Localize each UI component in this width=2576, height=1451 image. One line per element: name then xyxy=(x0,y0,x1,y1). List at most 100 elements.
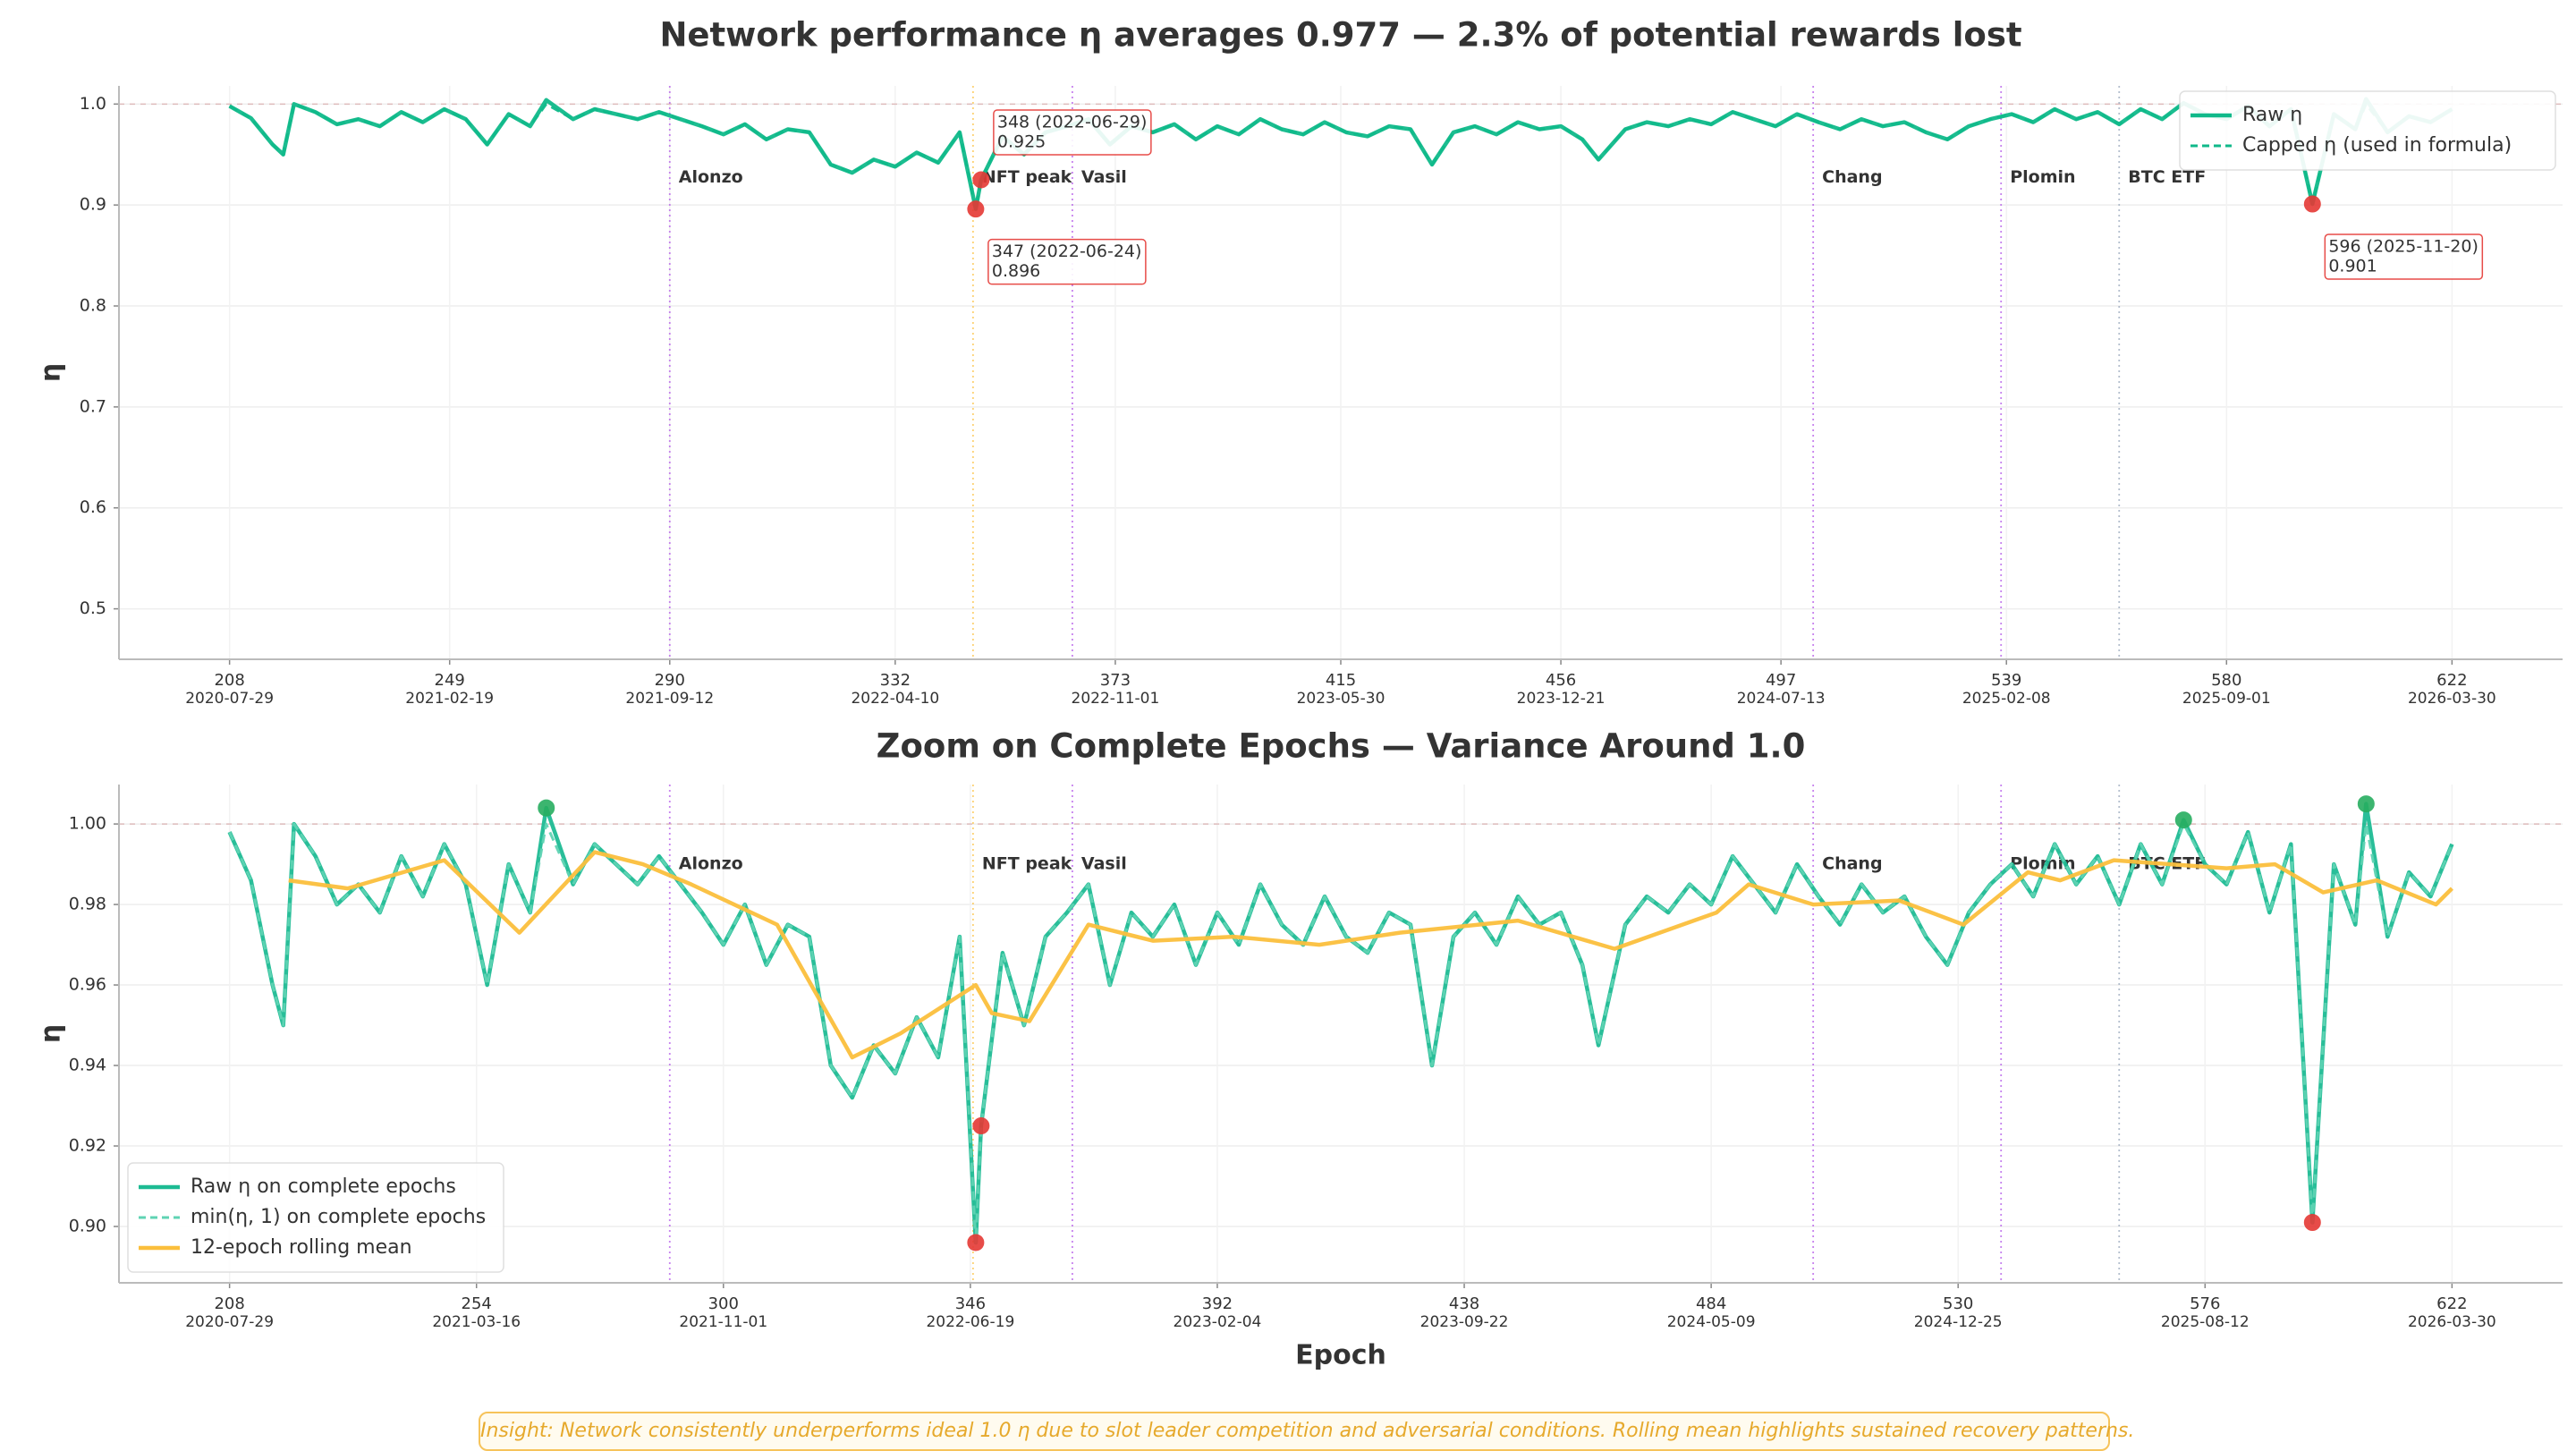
x-tick-date: 2023-05-30 xyxy=(1297,690,1385,708)
event-label: Plomin xyxy=(2010,854,2075,874)
x-tick-date: 2025-09-01 xyxy=(2182,690,2271,708)
y-tick-label: 0.98 xyxy=(69,895,106,914)
x-tick-label: 392 xyxy=(1202,1294,1233,1313)
legend-label: Capped η (used in formula) xyxy=(2242,134,2512,157)
chart-title: Network performance η averages 0.977 — 2… xyxy=(659,16,2021,55)
event-label: Alonzo xyxy=(679,167,743,187)
legend-box xyxy=(2179,90,2556,171)
y-tick-label: 0.9 xyxy=(80,195,106,215)
y-tick-label: 0.94 xyxy=(69,1056,106,1075)
x-tick-label: 576 xyxy=(2190,1294,2220,1313)
y-axis-label: η xyxy=(36,363,67,382)
y-tick-label: 0.96 xyxy=(69,975,106,995)
chart-title: Zoom on Complete Epochs — Variance Aroun… xyxy=(877,727,1806,766)
event-label: Chang xyxy=(1822,854,1882,874)
event-label: Vasil xyxy=(1081,167,1127,187)
legend-label: Raw η on complete epochs xyxy=(191,1175,456,1198)
event-label: Vasil xyxy=(1081,854,1127,874)
x-tick-date: 2021-09-12 xyxy=(625,690,714,708)
y-tick-label: 0.90 xyxy=(69,1217,106,1236)
x-tick-label: 208 xyxy=(214,1294,244,1313)
annotation-box xyxy=(2324,233,2484,280)
x-tick-label: 622 xyxy=(2436,1294,2467,1313)
x-tick-label: 346 xyxy=(955,1294,986,1313)
x-tick-label: 249 xyxy=(435,671,465,690)
y-tick-label: 1.0 xyxy=(80,94,106,114)
highlight-point xyxy=(2303,1214,2321,1232)
y-tick-label: 0.5 xyxy=(80,598,106,618)
x-tick-label: 622 xyxy=(2436,671,2467,690)
x-tick-date: 2024-12-25 xyxy=(1914,1313,2003,1331)
event-label: Alonzo xyxy=(679,854,743,874)
legend-label: Raw η xyxy=(2242,104,2302,126)
highlight-point xyxy=(972,1117,990,1135)
x-axis-label: Epoch xyxy=(1295,1340,1386,1371)
annotation-value: 0.925 xyxy=(997,132,1046,151)
annotation: 596 (2025-11-20)0.901 xyxy=(2324,233,2484,280)
event-label: Plomin xyxy=(2010,167,2075,187)
x-tick-label: 415 xyxy=(1326,671,1356,690)
x-tick-date: 2023-12-21 xyxy=(1517,690,1606,708)
highlight-point xyxy=(2357,795,2375,813)
x-tick-date: 2020-07-29 xyxy=(185,690,274,708)
x-tick-date: 2022-11-01 xyxy=(1072,690,1160,708)
legend: Raw η Capped η (used in formula) xyxy=(2179,90,2556,171)
legend: Raw η on complete epochs min(η, 1) on com… xyxy=(127,1162,504,1273)
x-tick-label: 484 xyxy=(1696,1294,1726,1313)
annotation-label: 596 (2025-11-20) xyxy=(2328,237,2479,257)
x-tick-date: 2024-07-13 xyxy=(1737,690,1826,708)
x-tick-date: 2024-05-09 xyxy=(1667,1313,1756,1331)
annotation-value: 0.901 xyxy=(2328,257,2377,276)
annotation-label: 347 (2022-06-24) xyxy=(992,242,1142,261)
x-tick-date: 2023-02-04 xyxy=(1174,1313,1262,1331)
x-tick-label: 456 xyxy=(1546,671,1576,690)
annotation-label: 348 (2022-06-29) xyxy=(997,112,1148,132)
x-tick-label: 438 xyxy=(1449,1294,1479,1313)
highlight-point xyxy=(967,1234,985,1252)
y-tick-label: 0.7 xyxy=(80,396,106,416)
series-line xyxy=(228,102,2453,211)
highlight-point xyxy=(2303,195,2321,213)
event-label: BTC ETF xyxy=(2128,167,2206,187)
y-tick-label: 1.00 xyxy=(69,814,106,834)
x-tick-date: 2021-03-16 xyxy=(432,1313,521,1331)
event-label: NFT peak xyxy=(982,854,1072,874)
x-tick-label: 290 xyxy=(655,671,685,690)
x-tick-date: 2022-06-19 xyxy=(926,1313,1014,1331)
x-tick-date: 2025-02-08 xyxy=(1962,690,2051,708)
event-label: Chang xyxy=(1822,167,1882,187)
x-tick-label: 208 xyxy=(214,671,244,690)
x-tick-label: 539 xyxy=(1991,671,2021,690)
annotation-box xyxy=(993,109,1152,156)
x-tick-date: 2026-03-30 xyxy=(2408,1313,2496,1331)
y-axis-label: η xyxy=(36,1024,67,1043)
series-line xyxy=(288,850,2453,1060)
x-tick-label: 530 xyxy=(1943,1294,1973,1313)
highlight-point xyxy=(538,799,555,817)
highlight-point xyxy=(967,200,985,218)
x-tick-label: 580 xyxy=(2211,671,2241,690)
x-tick-date: 2026-03-30 xyxy=(2408,690,2496,708)
x-tick-label: 254 xyxy=(462,1294,492,1313)
event-label: NFT peak xyxy=(982,167,1072,187)
annotation-value: 0.896 xyxy=(992,261,1040,281)
y-tick-label: 0.92 xyxy=(69,1136,106,1156)
x-tick-label: 300 xyxy=(708,1294,739,1313)
x-tick-date: 2020-07-29 xyxy=(185,1313,274,1331)
y-tick-label: 0.6 xyxy=(80,497,106,517)
legend-label: 12-epoch rolling mean xyxy=(191,1236,412,1259)
x-tick-label: 373 xyxy=(1100,671,1131,690)
x-tick-date: 2025-08-12 xyxy=(2161,1313,2250,1331)
annotation: 348 (2022-06-29)0.925 xyxy=(993,109,1152,156)
x-tick-date: 2022-04-10 xyxy=(851,690,939,708)
annotation-box xyxy=(987,238,1147,285)
x-tick-date: 2021-02-19 xyxy=(405,690,494,708)
legend-label: min(η, 1) on complete epochs xyxy=(191,1206,486,1228)
insight-box: Insight: Network consistently underperfo… xyxy=(479,1412,2134,1451)
x-tick-date: 2023-09-22 xyxy=(1420,1313,1509,1331)
annotation: 347 (2022-06-24)0.896 xyxy=(987,238,1147,285)
x-tick-label: 497 xyxy=(1766,671,1796,690)
legend-box xyxy=(127,1162,504,1273)
